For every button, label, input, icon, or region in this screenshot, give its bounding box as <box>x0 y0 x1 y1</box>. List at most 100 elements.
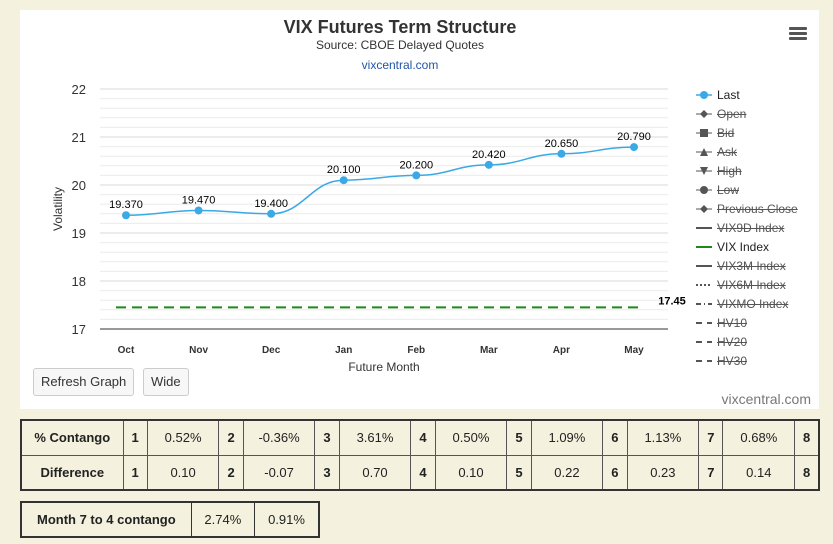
y-tick-label: 19 <box>72 226 86 241</box>
contango-cell: 0.52% <box>146 419 220 456</box>
x-tick-label: Jan <box>335 345 352 356</box>
legend-item-bid[interactable]: Bid <box>692 124 819 143</box>
month-number: 5 <box>506 419 532 456</box>
month-number: 8 <box>794 419 820 456</box>
x-tick-label: Oct <box>118 345 135 356</box>
last-data-point <box>122 211 130 220</box>
last-data-point <box>630 143 638 152</box>
refresh-graph-button[interactable]: Refresh Graph <box>33 368 135 396</box>
legend-item-previous-close[interactable]: Previous Close <box>692 200 819 219</box>
legend-label: VIX Index <box>717 240 770 254</box>
month-number: 4 <box>410 454 436 491</box>
month-number: 5 <box>506 454 532 491</box>
contango-row-label: % Contango <box>20 419 124 456</box>
legend-symbol-icon <box>696 246 712 248</box>
last-data-label: 20.790 <box>617 131 651 143</box>
legend-item-last[interactable]: Last <box>692 86 819 105</box>
month-number: 3 <box>314 419 340 456</box>
contango-cell: 0.50% <box>434 419 508 456</box>
last-data-label: 19.370 <box>109 199 143 211</box>
legend-symbol-icon <box>696 148 712 156</box>
month-number: 2 <box>218 454 244 491</box>
chart-title: VIX Futures Term Structure <box>283 17 517 37</box>
last-data-label: 20.420 <box>472 149 506 161</box>
month-number: 8 <box>794 454 820 491</box>
contango-row: % Contango 1 0.52% 2 -0.36% 3 3.61% 4 0.… <box>20 419 820 456</box>
chart-source-link[interactable]: vixcentral.com <box>361 58 439 72</box>
chart-panel: 17 18 19 20 21 22 Volatility Oct Nov Dec Jan Feb Mar… <box>20 10 819 409</box>
month-number: 6 <box>602 454 628 491</box>
chart-plot: 17 18 19 20 21 22 Volatility Oct Nov Dec Jan Feb Mar… <box>51 82 686 374</box>
legend-item-ask[interactable]: Ask <box>692 143 819 162</box>
difference-cell: 0.23 <box>626 454 700 491</box>
legend-item-hv20[interactable]: HV20 <box>692 333 819 352</box>
wide-button[interactable]: Wide <box>143 368 189 396</box>
y-tick-label: 22 <box>72 82 86 97</box>
legend-label: VIX9D Index <box>717 221 785 235</box>
last-data-point <box>484 160 493 169</box>
month-number: 4 <box>410 419 436 456</box>
difference-cell: -0.07 <box>242 454 316 491</box>
legend-item-high[interactable]: High <box>692 162 819 181</box>
legend-symbol-icon <box>696 265 712 267</box>
legend-label: Low <box>717 183 740 197</box>
contango-table: % Contango 1 0.52% 2 -0.36% 3 3.61% 4 0.… <box>20 419 820 491</box>
legend-label: VIX3M Index <box>717 259 786 273</box>
legend-symbol-icon <box>696 186 712 194</box>
month7-to-4-row: Month 7 to 4 contango 2.74% 0.91% <box>20 501 320 538</box>
legend-symbol-icon <box>696 91 712 99</box>
x-axis-label: Future Month <box>348 360 419 374</box>
y-tick-label: 18 <box>72 274 86 289</box>
hamburger-menu-icon[interactable] <box>789 27 807 41</box>
legend-item-vix6m-index[interactable]: VIX6M Index <box>692 276 819 295</box>
legend-symbol-icon <box>696 129 712 137</box>
legend-label: VIXMO Index <box>717 297 789 311</box>
legend-symbol-icon <box>696 341 712 343</box>
contango-cell: -0.36% <box>242 419 316 456</box>
month7-to-4-value: 0.91% <box>254 501 320 538</box>
last-data-label: 20.200 <box>399 159 433 171</box>
vix-index-label: 17.45 <box>658 295 686 307</box>
last-data-point <box>267 209 276 218</box>
month-number: 7 <box>698 419 724 456</box>
x-tick-label: Mar <box>480 345 498 356</box>
last-series-line <box>125 146 635 216</box>
legend-item-hv10[interactable]: HV10 <box>692 314 819 333</box>
difference-cell: 0.10 <box>434 454 508 491</box>
y-tick-label: 20 <box>72 178 86 193</box>
contango-cell: 1.13% <box>626 419 700 456</box>
legend-item-low[interactable]: Low <box>692 181 819 200</box>
legend-label: Previous Close <box>717 202 798 216</box>
legend-symbol-icon <box>696 110 712 118</box>
legend-label: HV30 <box>717 354 748 368</box>
x-tick-label: Apr <box>553 345 570 356</box>
difference-cell: 0.22 <box>530 454 604 491</box>
last-data-label: 19.470 <box>182 194 216 206</box>
legend-item-hv30[interactable]: HV30 <box>692 352 819 371</box>
month-number: 3 <box>314 454 340 491</box>
legend-symbol-icon <box>696 303 712 305</box>
month-number: 6 <box>602 419 628 456</box>
x-tick-label: Feb <box>407 345 425 356</box>
legend-label: Ask <box>717 145 738 159</box>
chart-credit[interactable]: vixcentral.com <box>721 391 811 407</box>
difference-cell: 0.14 <box>722 454 796 491</box>
legend-item-vixmo-index[interactable]: VIXMO Index <box>692 295 819 314</box>
legend-label: HV10 <box>717 316 748 330</box>
legend-symbol-icon <box>696 322 712 324</box>
y-axis-label: Volatility <box>51 187 65 231</box>
legend-item-open[interactable]: Open <box>692 105 819 124</box>
legend-item-vix-index[interactable]: VIX Index <box>692 238 819 257</box>
legend-symbol-icon <box>696 205 712 213</box>
legend-symbol-icon <box>696 167 712 175</box>
last-data-label: 20.650 <box>545 138 579 150</box>
chart-subtitle: Source: CBOE Delayed Quotes <box>315 38 485 52</box>
legend-symbol-icon <box>696 227 712 229</box>
legend-symbol-icon <box>696 284 712 286</box>
legend-item-vix3m-index[interactable]: VIX3M Index <box>692 257 819 276</box>
legend-label: Bid <box>717 126 735 140</box>
contango-cell: 1.09% <box>530 419 604 456</box>
x-tick-label: May <box>624 345 644 356</box>
legend-label: Last <box>717 88 740 102</box>
legend-item-vix9d-index[interactable]: VIX9D Index <box>692 219 819 238</box>
